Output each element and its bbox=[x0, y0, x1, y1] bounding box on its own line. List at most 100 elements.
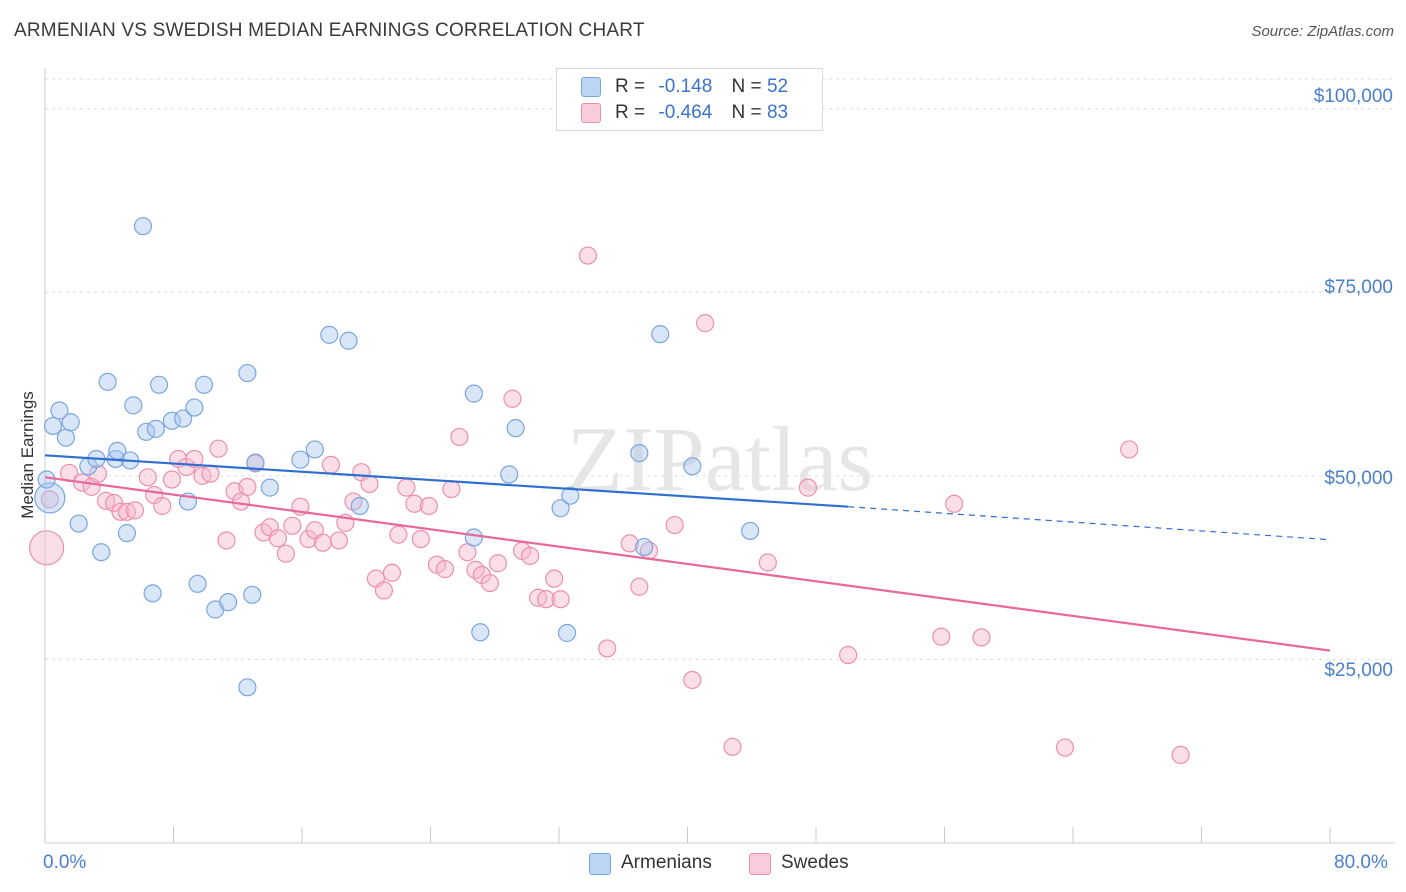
data-point bbox=[61, 413, 80, 432]
y-tick-label: $75,000 bbox=[1324, 277, 1393, 298]
data-point bbox=[201, 464, 220, 483]
data-point bbox=[88, 464, 108, 483]
data-point bbox=[92, 543, 111, 562]
data-point bbox=[1055, 738, 1075, 757]
data-point bbox=[162, 411, 181, 430]
data-point bbox=[723, 737, 742, 756]
data-point bbox=[313, 533, 332, 552]
data-point bbox=[578, 246, 598, 265]
data-point bbox=[683, 670, 702, 690]
data-point bbox=[43, 416, 63, 436]
x-tick-label: 0.0% bbox=[43, 852, 87, 873]
data-point bbox=[630, 443, 649, 463]
data-point bbox=[283, 516, 302, 535]
data-point bbox=[153, 496, 172, 516]
data-point bbox=[480, 573, 500, 593]
data-point bbox=[696, 314, 715, 333]
swedes-swatch bbox=[749, 853, 771, 875]
data-point bbox=[117, 524, 137, 543]
data-point bbox=[1171, 745, 1190, 764]
data-point bbox=[219, 593, 238, 612]
data-point bbox=[185, 398, 204, 417]
data-point bbox=[1120, 440, 1139, 459]
data-point bbox=[932, 627, 951, 646]
armenians-trend-extension bbox=[848, 506, 1331, 541]
data-point bbox=[839, 645, 858, 665]
data-point bbox=[635, 537, 654, 557]
data-point bbox=[419, 496, 438, 516]
data-point bbox=[56, 428, 75, 447]
data-point bbox=[520, 546, 540, 565]
data-point bbox=[665, 515, 684, 535]
data-point bbox=[557, 623, 577, 643]
data-point bbox=[397, 478, 416, 497]
data-point bbox=[185, 449, 204, 469]
data-point bbox=[37, 470, 56, 489]
data-point bbox=[143, 584, 162, 603]
data-point bbox=[217, 531, 236, 550]
trend-lines bbox=[44, 454, 1331, 652]
data-point bbox=[174, 409, 193, 428]
data-point bbox=[551, 590, 570, 609]
watermark: ZIPatlas bbox=[567, 408, 874, 510]
data-point bbox=[411, 529, 430, 549]
data-point bbox=[683, 457, 702, 476]
correlation-legend: R = -0.148 N = 52 R = -0.464 N = 83 bbox=[556, 68, 823, 131]
data-point bbox=[389, 525, 408, 544]
data-point bbox=[620, 534, 639, 553]
y-tick-label: $25,000 bbox=[1324, 660, 1393, 681]
data-point bbox=[506, 419, 525, 438]
data-point bbox=[268, 529, 288, 548]
x-tick-label: 80.0% bbox=[1334, 852, 1388, 873]
series-swedes-points bbox=[29, 246, 1190, 764]
r-value: -0.464 bbox=[658, 102, 713, 123]
data-point bbox=[630, 577, 649, 596]
data-point bbox=[162, 470, 181, 489]
armenians-swatch bbox=[589, 853, 611, 875]
data-point bbox=[209, 439, 228, 458]
armenians-trend-line bbox=[44, 454, 849, 508]
data-point bbox=[545, 569, 564, 588]
data-point bbox=[246, 453, 265, 472]
data-point bbox=[133, 217, 153, 236]
data-point bbox=[188, 574, 207, 593]
data-point bbox=[442, 479, 461, 499]
data-point bbox=[758, 553, 777, 572]
data-point bbox=[29, 530, 65, 566]
data-point bbox=[125, 501, 145, 520]
y-tick-label: $50,000 bbox=[1324, 468, 1393, 489]
r-label: R = bbox=[615, 76, 646, 97]
swedes-swatch bbox=[581, 103, 601, 123]
data-point bbox=[98, 372, 117, 391]
data-point bbox=[972, 628, 991, 647]
legend-label: Armenians bbox=[621, 852, 712, 873]
data-point bbox=[291, 450, 310, 469]
data-point bbox=[651, 325, 670, 344]
data-point bbox=[339, 331, 358, 350]
data-point bbox=[405, 494, 424, 513]
data-point bbox=[488, 554, 508, 573]
data-point bbox=[537, 590, 556, 609]
data-point bbox=[34, 482, 66, 514]
source-label: Source: ZipAtlas.com bbox=[1251, 23, 1394, 40]
data-point bbox=[305, 440, 324, 459]
data-point bbox=[471, 623, 490, 642]
data-point bbox=[382, 563, 402, 582]
data-point bbox=[69, 514, 88, 533]
data-point bbox=[321, 455, 341, 474]
r-value: -0.148 bbox=[658, 76, 713, 97]
data-point bbox=[194, 375, 214, 394]
data-point bbox=[551, 499, 570, 518]
data-point bbox=[111, 502, 130, 521]
data-point bbox=[561, 486, 580, 505]
legend-label: Swedes bbox=[781, 852, 849, 873]
data-point bbox=[329, 531, 349, 550]
data-point bbox=[598, 639, 617, 658]
data-point bbox=[320, 325, 339, 344]
chart-title: ARMENIAN VS SWEDISH MEDIAN EARNINGS CORR… bbox=[14, 20, 645, 41]
data-point bbox=[238, 477, 257, 496]
data-point bbox=[503, 389, 522, 408]
data-point bbox=[146, 419, 165, 438]
data-point bbox=[238, 363, 257, 383]
